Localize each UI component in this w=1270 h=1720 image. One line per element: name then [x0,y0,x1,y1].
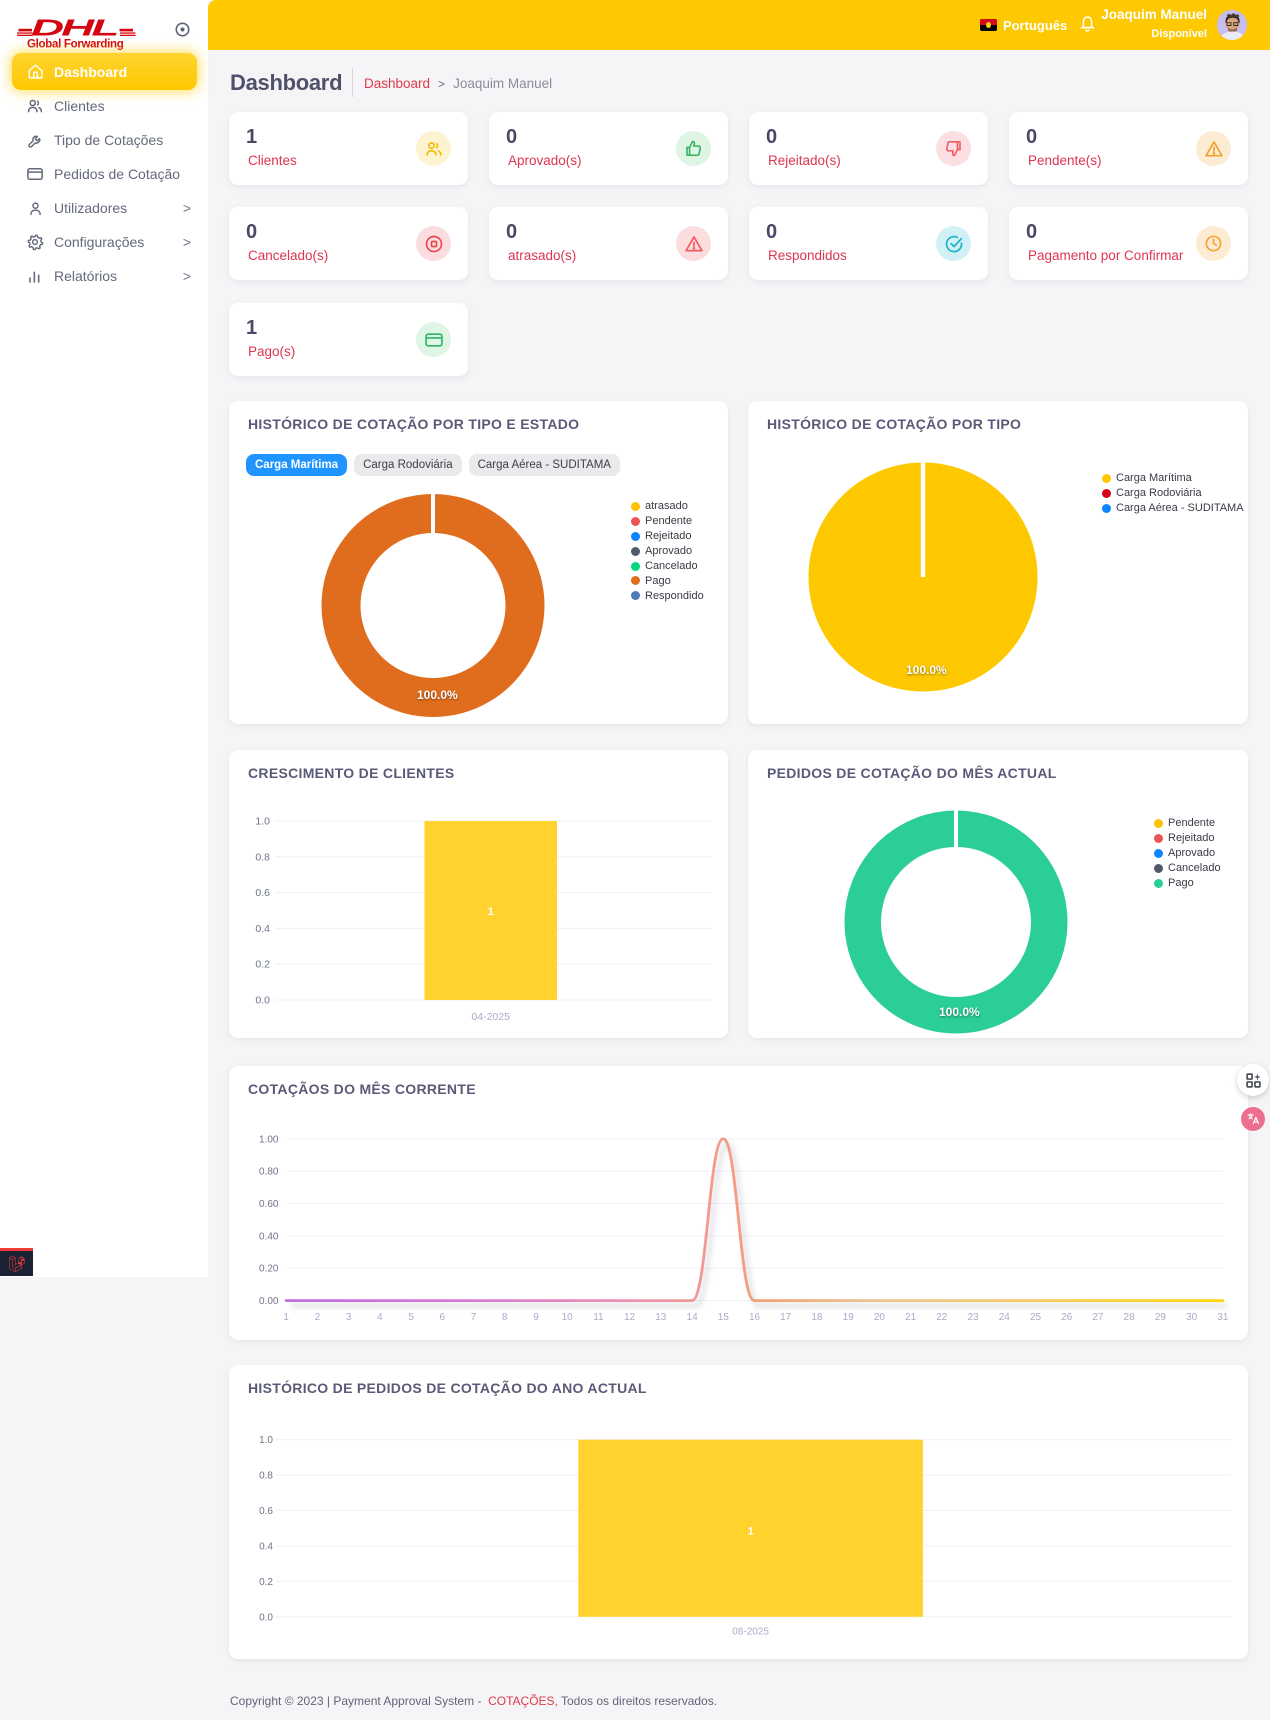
svg-text:1: 1 [283,1312,289,1323]
svg-text:1: 1 [748,1526,754,1538]
svg-text:08-2025: 08-2025 [732,1627,769,1638]
svg-text:0.6: 0.6 [259,1506,273,1517]
svg-text:10: 10 [562,1312,574,1323]
svg-text:11: 11 [593,1312,604,1323]
svg-text:0.6: 0.6 [255,887,270,899]
svg-text:24: 24 [999,1312,1011,1323]
svg-text:3: 3 [346,1312,352,1323]
svg-text:9: 9 [533,1312,539,1323]
svg-text:12: 12 [624,1312,636,1323]
svg-text:DHL: DHL [31,16,118,41]
svg-text:18: 18 [811,1312,823,1323]
svg-text:0.8: 0.8 [259,1471,273,1482]
svg-text:1.0: 1.0 [255,816,270,828]
svg-text:0.0: 0.0 [259,1612,273,1623]
svg-text:31: 31 [1217,1312,1229,1323]
svg-text:19: 19 [843,1312,855,1323]
svg-text:0.00: 0.00 [259,1296,279,1307]
svg-text:8: 8 [502,1312,508,1323]
svg-text:0.4: 0.4 [255,923,270,935]
svg-text:0.4: 0.4 [259,1541,273,1552]
svg-text:0.2: 0.2 [259,1577,273,1588]
svg-text:27: 27 [1092,1312,1104,1323]
svg-text:25: 25 [1030,1312,1042,1323]
svg-text:17: 17 [780,1312,792,1323]
svg-text:04-2025: 04-2025 [471,1011,510,1023]
svg-text:0.8: 0.8 [255,851,270,863]
svg-text:0.0: 0.0 [255,995,270,1007]
svg-text:15: 15 [718,1312,730,1323]
svg-text:1.0: 1.0 [259,1435,273,1446]
svg-text:1: 1 [488,906,494,918]
svg-text:29: 29 [1155,1312,1167,1323]
svg-text:5: 5 [408,1312,414,1323]
svg-text:0.20: 0.20 [259,1264,279,1275]
svg-text:26: 26 [1061,1312,1073,1323]
svg-text:Global Forwarding: Global Forwarding [27,39,124,51]
svg-text:6: 6 [440,1312,446,1323]
svg-text:21: 21 [905,1312,917,1323]
svg-text:7: 7 [471,1312,477,1323]
svg-text:13: 13 [655,1312,667,1323]
svg-text:2: 2 [315,1312,321,1323]
svg-text:4: 4 [377,1312,383,1323]
svg-text:0.60: 0.60 [259,1199,279,1210]
svg-text:20: 20 [874,1312,886,1323]
svg-text:16: 16 [749,1312,761,1323]
svg-text:0.40: 0.40 [259,1231,279,1242]
svg-text:0.2: 0.2 [255,959,270,971]
svg-text:1.00: 1.00 [259,1134,279,1145]
svg-text:0.80: 0.80 [259,1167,279,1178]
svg-text:28: 28 [1124,1312,1136,1323]
svg-text:22: 22 [936,1312,948,1323]
svg-text:23: 23 [967,1312,979,1323]
svg-text:14: 14 [687,1312,699,1323]
svg-text:30: 30 [1186,1312,1198,1323]
